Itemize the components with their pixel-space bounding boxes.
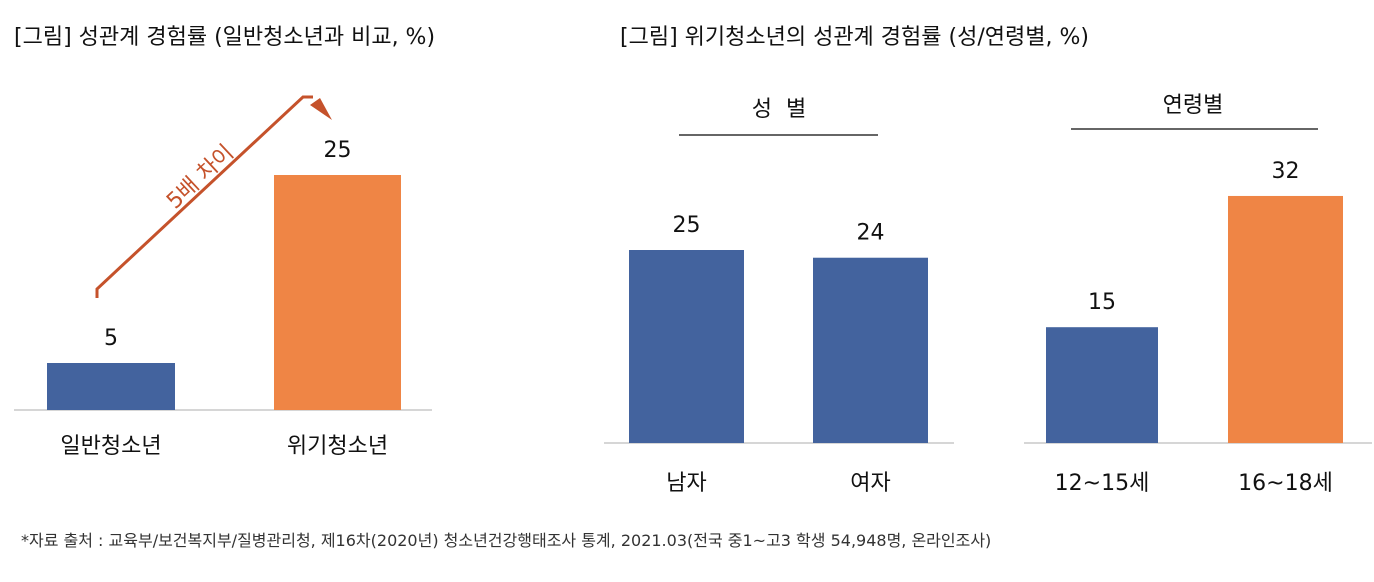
- gender-category-label-2: 여자: [850, 471, 890, 496]
- footnote: *자료 출처 : 교육부/보건복지부/질병관리청, 제16차(2020년) 청소…: [21, 531, 991, 550]
- left-value-label-2: 25: [324, 138, 352, 163]
- age-bar-1: [1046, 327, 1158, 443]
- gender-value-label-2: 24: [857, 221, 885, 246]
- gender-bar-2: [813, 257, 928, 443]
- left-chart-title: [그림] 성관계 경험률 (일반청소년과 비교, %): [14, 25, 435, 50]
- group-label-gender: 성 별: [752, 97, 806, 122]
- right-chart-title: [그림] 위기청소년의 성관계 경험률 (성/연령별, %): [620, 25, 1089, 50]
- left-category-label-2: 위기청소년: [287, 434, 388, 459]
- left-bar-1: [47, 363, 175, 410]
- age-value-label-2: 32: [1272, 159, 1300, 184]
- age-value-label-1: 15: [1088, 290, 1116, 315]
- bars-layer: 5 일반청소년 25 위기청소년 25 남자 24 여자 15 12~15세 32 16~18세: [14, 138, 1372, 496]
- difference-arrow-head: [310, 98, 332, 120]
- gender-value-label-1: 25: [673, 213, 701, 238]
- left-bar-2: [274, 175, 401, 410]
- difference-arrow: [95, 95, 313, 298]
- group-label-age: 연령별: [1163, 93, 1224, 118]
- difference-annotation: 5배 차이: [162, 140, 239, 214]
- left-value-label-1: 5: [104, 326, 118, 351]
- age-category-label-2: 16~18세: [1238, 471, 1333, 496]
- gender-bar-1: [629, 250, 744, 443]
- age-bar-2: [1228, 195, 1343, 443]
- left-category-label-1: 일반청소년: [60, 434, 161, 459]
- gender-category-label-1: 남자: [666, 471, 706, 496]
- age-category-label-1: 12~15세: [1055, 471, 1150, 496]
